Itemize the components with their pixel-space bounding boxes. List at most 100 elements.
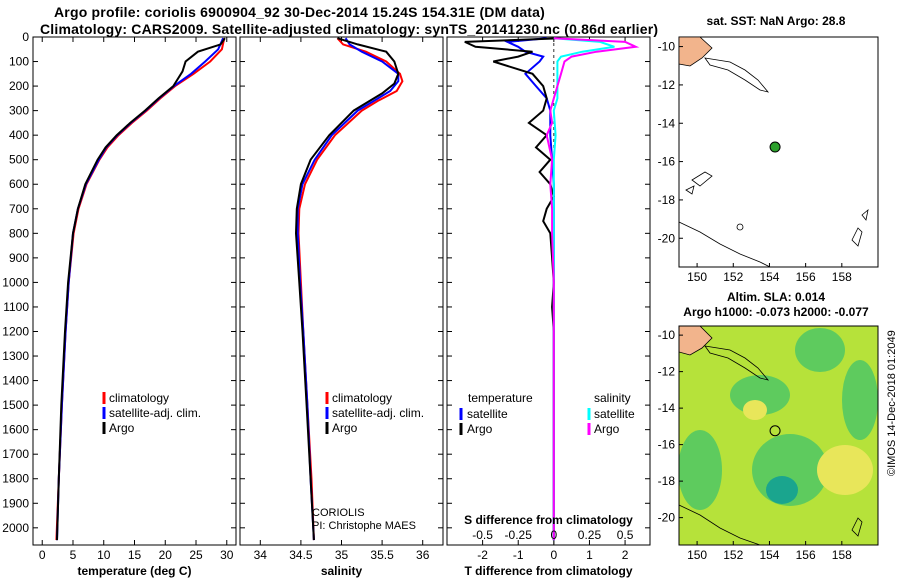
map-ytick-label: -12 [658,365,676,379]
difference-panel: -2 -1 0 1 2 T difference from climatology temp… [446,36,651,578]
map-ytick-label: -12 [658,78,676,92]
depth-tick-label: 100 [9,55,29,69]
map-ytick-label: -10 [658,40,676,54]
islet-sst [736,223,744,231]
land-png-sst [678,36,713,67]
depth-tick-label: 1800 [2,472,29,486]
salinity-xtick-label: 35 [335,548,349,562]
difference-top-tick-label: 0.5 [617,528,634,542]
title-line-1: Argo profile: coriolis 6900904_92 30-Dec… [54,4,546,20]
map-ytick-label: -14 [658,116,676,130]
map-ytick-label: -18 [658,193,676,207]
temperature-frame [32,36,237,546]
sla-blob-1 [795,328,845,372]
coast-australia-sst [678,221,771,268]
map-xtick-label: 158 [832,270,852,284]
temperature-xtick-label: 0 [39,548,46,562]
legend-label: climatology [109,391,169,405]
depth-tick-label: 1000 [2,275,29,289]
legend-label: satellite-adj. clim. [332,406,424,420]
difference-xtick-label: 2 [622,548,629,562]
salinity-xtick-label: 36 [416,548,430,562]
depth-tick-label: 2000 [2,521,29,535]
coriolis-annotation: CORIOLIS [312,507,365,519]
depth-tick-label: 400 [9,128,29,142]
map-xtick-label: 156 [796,270,816,284]
difference-top-tick-label: 0.25 [578,528,602,542]
map-xtick-label: 154 [759,548,779,562]
difference-xtick-label: 0 [550,548,557,562]
depth-tick-label: 600 [9,177,29,191]
map-xtick-label: 158 [832,548,852,562]
map-ytick-label: -14 [658,401,676,415]
depth-tick-label: 300 [9,104,29,118]
legend-label: Argo [467,422,493,436]
map-xtick-label: 156 [796,548,816,562]
series-salinity-argo [545,37,640,541]
coriolis-annotation: PI: Christophe MAES [312,520,416,532]
difference-top-tick-label: 0 [550,528,557,542]
sst-map: -10 -12 -14 -16 -18 -20 150 152 154 156 158 [658,36,879,284]
legend-label: satellite-adj. clim. [109,406,201,420]
sla-blob-5 [817,445,873,495]
legend-header-salinity: salinity [594,391,631,405]
reef-sst-1 [685,171,713,195]
sla-map-axes: -10 -12 -14 -16 -18 -20 150 152 154 156 158 [658,328,852,562]
map-ytick-label: -18 [658,474,676,488]
temperature-xtick-label: 5 [70,548,77,562]
depth-tick-label: 1100 [3,300,29,314]
temperature-panel: 0100200300400500600700800900100011001200… [2,30,237,578]
salinity-panel: 34 34.5 35 35.5 36 salinity climatologysatelli… [239,36,444,578]
series-argo [56,37,226,541]
reef-sst-2 [851,208,869,247]
depth-tick-label: 1400 [2,374,29,388]
depth-tick-label: 1500 [2,398,29,412]
depth-tick-label: 1300 [2,349,29,363]
map-ytick-label: -16 [658,438,676,452]
difference-top-tick-label: -0.5 [472,528,493,542]
imos-label: ©IMOS 14-Dec-2018 01:2049 [886,330,898,476]
legend-label: climatology [332,391,392,405]
salinity-xtick-label: 34 [254,548,268,562]
sla-blob-7 [679,430,722,510]
sla-map-title: Altim. SLA: 0.014 [727,290,825,304]
depth-tick-label: 900 [9,251,29,265]
argo-location-marker [769,141,781,153]
difference-top-tick-label: -0.25 [505,528,533,542]
legend-label: Argo [109,421,135,435]
difference-xlabel: T difference from climatology [464,564,632,578]
legend-label: Argo [594,422,620,436]
legend-label: satellite [594,407,635,421]
salinity-frame [239,36,444,546]
argo-location-marker [769,425,781,437]
sla-background [679,326,878,545]
salinity-xtick-label: 34.5 [289,548,313,562]
depth-tick-label: 1600 [2,423,29,437]
series-salinity-satellite [552,37,615,541]
temperature-xtick-label: 15 [128,548,142,562]
temperature-xlabel: temperature (deg C) [77,564,191,578]
depth-tick-label: 500 [9,153,29,167]
difference-xtick-label: -2 [477,548,488,562]
sla-map: -10 -12 -14 -16 -18 -20 150 152 154 156 158 [658,325,879,562]
depth-tick-label: 1700 [2,447,29,461]
sla-map-frame [678,325,879,546]
sla-blob-6 [743,400,767,420]
temperature-xtick-label: 25 [189,548,203,562]
map-ytick-label: -16 [658,155,676,169]
series-argo [294,37,400,541]
map-xtick-label: 152 [723,548,743,562]
difference-frame [446,36,651,546]
map-ytick-label: -20 [658,231,676,245]
coast-islands-sla [704,345,770,381]
map-xtick-label: 154 [759,270,779,284]
legend-label: satellite [467,407,508,421]
legend-header-temperature: temperature [468,391,533,405]
salinity-xlabel: salinity [321,564,363,578]
depth-tick-label: 1900 [2,496,29,510]
map-ytick-label: -10 [658,328,676,342]
temperature-xtick-label: 30 [220,548,234,562]
reef-sla [851,517,863,537]
sst-map-axes: -10 -12 -14 -16 -18 -20 150 152 154 156 158 [658,40,852,284]
